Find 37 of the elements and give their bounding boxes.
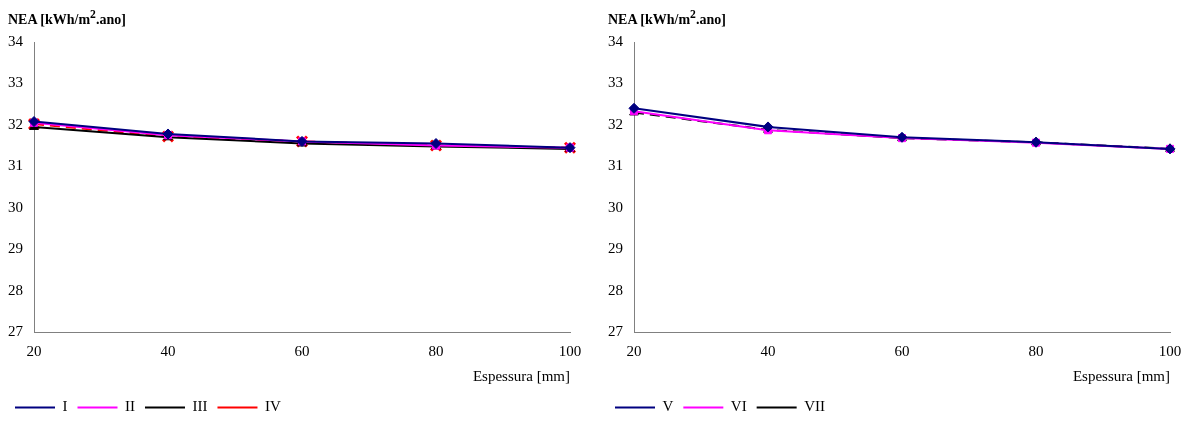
x-tick-label: 80 <box>1028 342 1044 359</box>
x-tick-label: 40 <box>760 342 776 359</box>
y-axis-title: NEA [kWh/m$^{2}$.ano] <box>608 8 726 28</box>
y-tick-label: 34 <box>8 32 24 49</box>
x-tick-label: 100 <box>1158 342 1182 359</box>
x-tick-label: 80 <box>428 342 444 359</box>
y-tick-label: 27 <box>8 322 24 339</box>
y-tick-label: 30 <box>608 198 623 215</box>
y-tick-label: 32 <box>8 115 23 132</box>
legend-label: I <box>62 398 68 415</box>
legend-label: IV <box>264 398 281 415</box>
y-tick-label: 33 <box>608 74 623 91</box>
x-tick-label: 40 <box>160 342 176 359</box>
y-tick-label: 34 <box>608 32 624 49</box>
x-axis-title: Espessura [mm] <box>1072 367 1170 384</box>
y-tick-label: 29 <box>8 240 23 257</box>
legend-label: III <box>192 398 208 415</box>
y-axis-title: NEA [kWh/m$^{2}$.ano] <box>8 8 126 28</box>
y-tick-label: 31 <box>608 157 623 174</box>
y-tick-label: 33 <box>8 74 23 91</box>
legend-label: VII <box>804 398 825 415</box>
x-tick-label: 60 <box>894 342 910 359</box>
x-tick-label: 60 <box>294 342 310 359</box>
y-tick-label: 27 <box>608 322 624 339</box>
y-tick-label: 30 <box>8 198 23 215</box>
y-tick-label: 32 <box>608 115 623 132</box>
y-tick-label: 29 <box>608 240 623 257</box>
y-tick-label: 28 <box>608 281 623 298</box>
y-tick-label: 31 <box>8 157 23 174</box>
legend-label: VI <box>730 398 747 415</box>
legend-label: II <box>125 398 135 415</box>
legend-label: V <box>662 398 674 415</box>
x-tick-label: 20 <box>26 342 42 359</box>
x-tick-label: 20 <box>626 342 642 359</box>
x-tick-label: 100 <box>558 342 582 359</box>
y-tick-label: 28 <box>8 281 23 298</box>
x-axis-title: Espessura [mm] <box>472 367 570 384</box>
